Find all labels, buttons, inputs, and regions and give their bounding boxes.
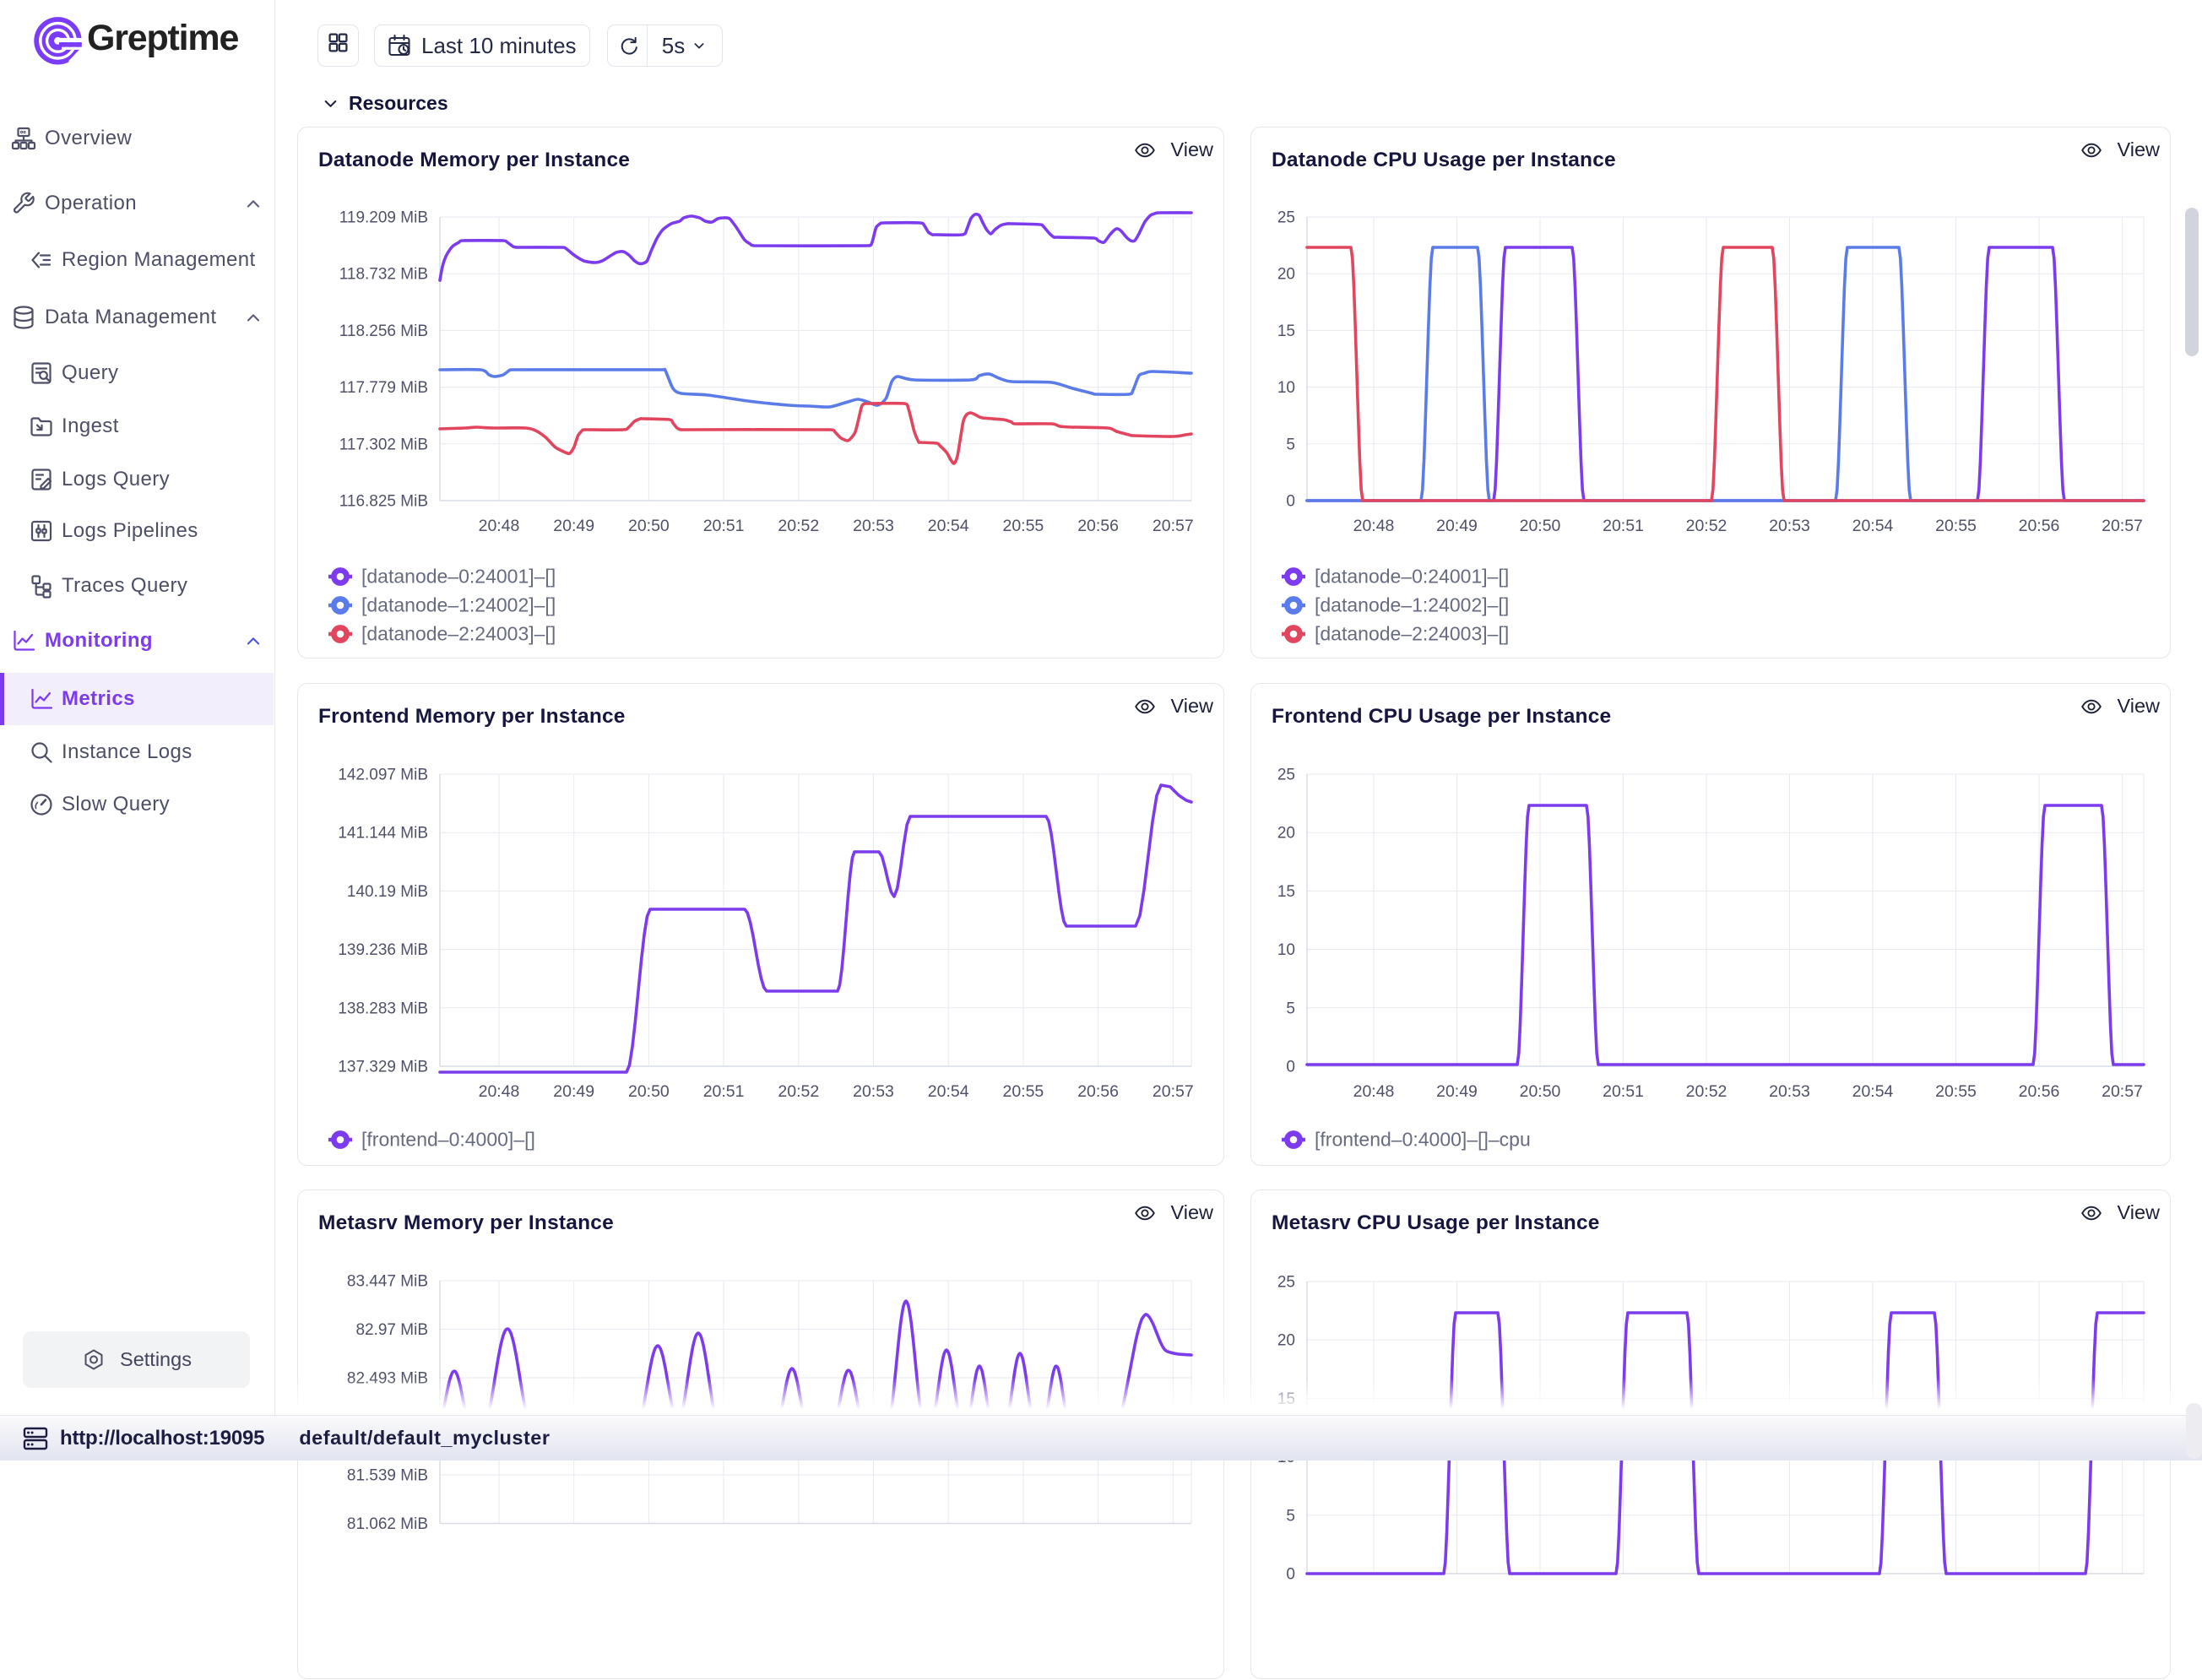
svg-text:[datanode–2:24003]–[]: [datanode–2:24003]–[] <box>1315 623 1509 645</box>
svg-text:15: 15 <box>1277 883 1295 901</box>
svg-text:20: 20 <box>1277 1332 1295 1350</box>
svg-text:20:48: 20:48 <box>1353 1082 1395 1101</box>
svg-text:[datanode–1:24002]–[]: [datanode–1:24002]–[] <box>1315 594 1509 616</box>
svg-text:20:56: 20:56 <box>2019 517 2060 535</box>
svg-text:[datanode–2:24003]–[]: [datanode–2:24003]–[] <box>361 623 556 645</box>
svg-text:20:53: 20:53 <box>1769 1082 1810 1101</box>
svg-text:20:53: 20:53 <box>853 517 894 535</box>
svg-text:20:50: 20:50 <box>628 1082 670 1101</box>
svg-text:0: 0 <box>1286 493 1295 511</box>
svg-text:20:49: 20:49 <box>553 1082 594 1101</box>
svg-text:20:51: 20:51 <box>1603 1082 1644 1101</box>
svg-text:20:48: 20:48 <box>1353 517 1395 535</box>
svg-text:117.302 MiB: 117.302 MiB <box>339 436 428 453</box>
svg-text:140.19 MiB: 140.19 MiB <box>347 883 428 901</box>
svg-text:20:50: 20:50 <box>628 517 670 535</box>
svg-text:20:54: 20:54 <box>1852 1082 1894 1101</box>
svg-text:20:51: 20:51 <box>703 1082 745 1101</box>
svg-text:20:52: 20:52 <box>1686 1082 1727 1101</box>
svg-text:5: 5 <box>1286 436 1295 453</box>
svg-text:[frontend–0:4000]–[]–cpu: [frontend–0:4000]–[]–cpu <box>1315 1129 1531 1151</box>
svg-text:81.539 MiB: 81.539 MiB <box>347 1467 428 1485</box>
svg-text:83.447 MiB: 83.447 MiB <box>347 1273 428 1291</box>
svg-text:[datanode–0:24001]–[]: [datanode–0:24001]–[] <box>1315 566 1509 588</box>
svg-text:20:48: 20:48 <box>479 517 520 535</box>
svg-text:81.062 MiB: 81.062 MiB <box>347 1515 428 1533</box>
svg-text:20:53: 20:53 <box>1769 517 1810 535</box>
svg-text:20:55: 20:55 <box>1002 1082 1044 1101</box>
svg-text:[datanode–1:24002]–[]: [datanode–1:24002]–[] <box>361 594 556 616</box>
svg-text:20:49: 20:49 <box>1436 517 1478 535</box>
svg-text:15: 15 <box>1277 322 1295 340</box>
svg-text:20:51: 20:51 <box>703 517 745 535</box>
svg-text:20:52: 20:52 <box>778 517 819 535</box>
svg-text:20: 20 <box>1277 266 1295 284</box>
svg-text:20:55: 20:55 <box>1935 1082 1977 1101</box>
svg-text:0: 0 <box>1286 1059 1295 1076</box>
svg-text:20:57: 20:57 <box>2102 1082 2143 1101</box>
svg-text:25: 25 <box>1277 1274 1295 1292</box>
svg-text:20:53: 20:53 <box>853 1082 894 1101</box>
svg-text:0: 0 <box>1286 1566 1295 1584</box>
svg-text:20:49: 20:49 <box>1436 1082 1478 1101</box>
svg-text:118.732 MiB: 118.732 MiB <box>339 266 428 284</box>
svg-text:20:56: 20:56 <box>1077 1082 1119 1101</box>
svg-text:20:54: 20:54 <box>928 1082 969 1101</box>
svg-text:20:48: 20:48 <box>479 1082 520 1101</box>
svg-text:116.825 MiB: 116.825 MiB <box>339 493 428 511</box>
svg-text:20:57: 20:57 <box>2102 517 2143 535</box>
svg-text:82.97 MiB: 82.97 MiB <box>355 1321 428 1339</box>
svg-text:[datanode–0:24001]–[]: [datanode–0:24001]–[] <box>361 566 556 588</box>
svg-text:5: 5 <box>1286 1507 1295 1525</box>
svg-text:142.097 MiB: 142.097 MiB <box>338 767 428 784</box>
svg-text:20:55: 20:55 <box>1002 517 1044 535</box>
svg-text:20:50: 20:50 <box>1520 1082 1561 1101</box>
svg-text:117.779 MiB: 117.779 MiB <box>339 379 428 397</box>
svg-text:20:56: 20:56 <box>1077 517 1119 535</box>
svg-text:25: 25 <box>1277 767 1295 784</box>
svg-text:139.236 MiB: 139.236 MiB <box>338 941 428 959</box>
svg-text:5: 5 <box>1286 1000 1295 1017</box>
svg-text:20: 20 <box>1277 825 1295 843</box>
svg-text:10: 10 <box>1277 379 1295 397</box>
svg-text:20:55: 20:55 <box>1935 517 1977 535</box>
svg-text:20:54: 20:54 <box>928 517 969 535</box>
svg-text:10: 10 <box>1277 941 1295 959</box>
svg-text:20:54: 20:54 <box>1852 517 1894 535</box>
svg-text:141.144 MiB: 141.144 MiB <box>338 825 428 843</box>
svg-text:20:49: 20:49 <box>553 517 594 535</box>
svg-text:[frontend–0:4000]–[]: [frontend–0:4000]–[] <box>361 1129 535 1151</box>
svg-text:20:52: 20:52 <box>778 1082 819 1101</box>
svg-text:20:52: 20:52 <box>1686 517 1727 535</box>
svg-text:137.329 MiB: 137.329 MiB <box>338 1059 428 1076</box>
svg-text:20:50: 20:50 <box>1520 517 1561 535</box>
svg-text:25: 25 <box>1277 209 1295 227</box>
svg-text:20:57: 20:57 <box>1153 1082 1194 1101</box>
svg-text:20:57: 20:57 <box>1153 517 1194 535</box>
svg-text:20:51: 20:51 <box>1603 517 1644 535</box>
svg-text:20:56: 20:56 <box>2019 1082 2060 1101</box>
svg-text:119.209 MiB: 119.209 MiB <box>339 209 428 227</box>
svg-text:118.256 MiB: 118.256 MiB <box>339 322 428 340</box>
svg-text:138.283 MiB: 138.283 MiB <box>338 1000 428 1017</box>
